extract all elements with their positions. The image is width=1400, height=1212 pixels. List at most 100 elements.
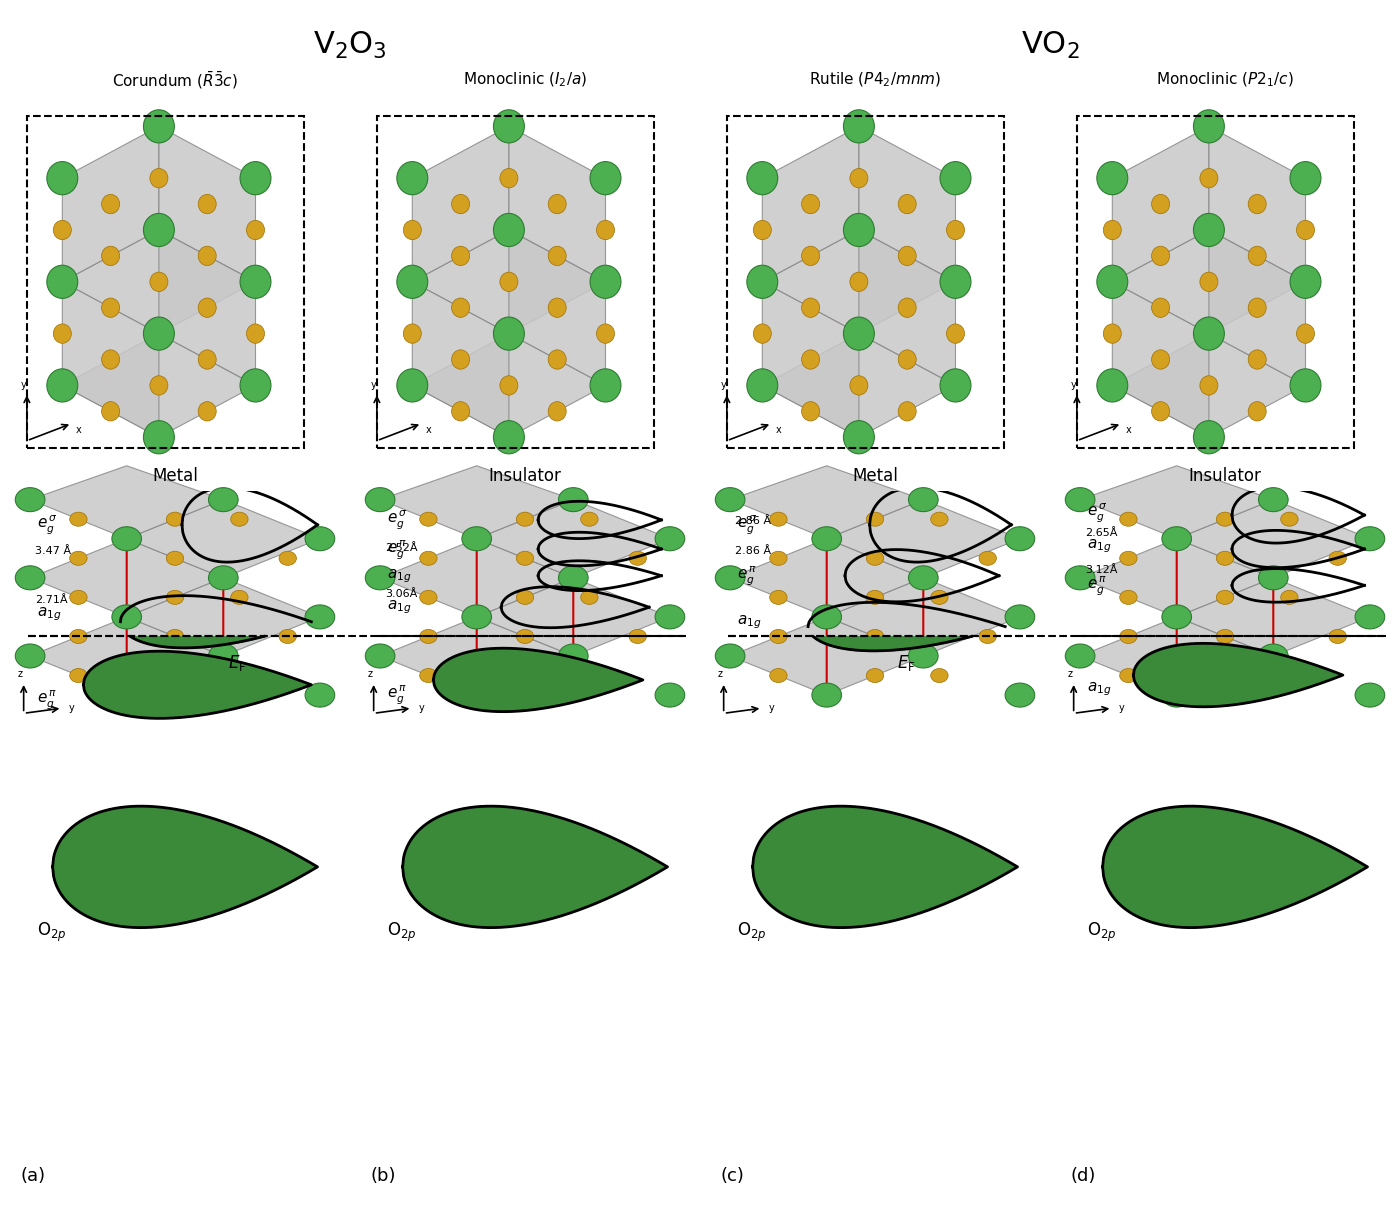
Circle shape — [1120, 551, 1137, 565]
Polygon shape — [53, 806, 318, 927]
Text: $a_{1g}$: $a_{1g}$ — [38, 606, 62, 623]
Circle shape — [899, 298, 916, 318]
Circle shape — [931, 669, 948, 682]
Text: $a_{1g}$: $a_{1g}$ — [1088, 538, 1112, 555]
Text: 2.86 Å: 2.86 Å — [735, 547, 771, 556]
Circle shape — [812, 527, 841, 550]
Circle shape — [70, 629, 87, 644]
Text: Corundum ($\bar{R}\bar{3}c$): Corundum ($\bar{R}\bar{3}c$) — [112, 70, 238, 91]
Circle shape — [1249, 246, 1266, 265]
Circle shape — [549, 298, 566, 318]
Circle shape — [1249, 350, 1266, 370]
Text: Insulator: Insulator — [1189, 467, 1261, 485]
Text: z: z — [17, 669, 22, 679]
Circle shape — [112, 684, 141, 707]
Circle shape — [150, 376, 168, 395]
Circle shape — [1152, 246, 1169, 265]
Text: y: y — [1071, 381, 1077, 390]
Circle shape — [581, 669, 598, 682]
Circle shape — [1200, 376, 1218, 395]
Circle shape — [46, 161, 78, 195]
Text: 3.12Å: 3.12Å — [1085, 565, 1117, 574]
Circle shape — [812, 684, 841, 707]
Circle shape — [246, 324, 265, 343]
Circle shape — [939, 265, 972, 298]
Circle shape — [946, 221, 965, 240]
Circle shape — [1005, 684, 1035, 707]
Circle shape — [15, 487, 45, 511]
Polygon shape — [412, 333, 605, 438]
Text: $e_g^{\,\pi}$: $e_g^{\,\pi}$ — [738, 565, 757, 587]
Polygon shape — [476, 578, 671, 656]
Circle shape — [1249, 194, 1266, 213]
Polygon shape — [381, 465, 574, 538]
Circle shape — [199, 350, 216, 370]
Text: 2.52Å: 2.52Å — [385, 543, 417, 553]
Circle shape — [53, 324, 71, 343]
Circle shape — [931, 590, 948, 605]
Polygon shape — [160, 126, 256, 282]
Text: $e_g^{\,\sigma}$: $e_g^{\,\sigma}$ — [1088, 502, 1107, 524]
Circle shape — [452, 246, 469, 265]
Polygon shape — [1081, 538, 1274, 617]
Circle shape — [70, 551, 87, 565]
Circle shape — [1120, 590, 1137, 605]
Circle shape — [559, 644, 588, 668]
Circle shape — [452, 194, 469, 213]
Polygon shape — [127, 578, 321, 656]
Polygon shape — [1112, 282, 1210, 438]
Circle shape — [843, 318, 875, 350]
Circle shape — [867, 669, 883, 682]
Polygon shape — [510, 230, 605, 385]
Circle shape — [1289, 368, 1322, 402]
Circle shape — [1103, 221, 1121, 240]
Polygon shape — [731, 538, 924, 617]
Circle shape — [770, 629, 787, 644]
Polygon shape — [1134, 644, 1343, 707]
Polygon shape — [858, 230, 955, 385]
Circle shape — [1200, 273, 1218, 291]
Circle shape — [199, 194, 216, 213]
Circle shape — [420, 629, 437, 644]
Circle shape — [770, 669, 787, 682]
Polygon shape — [826, 499, 1019, 578]
Polygon shape — [1112, 126, 1210, 282]
Circle shape — [770, 590, 787, 605]
Text: x: x — [776, 425, 781, 435]
Circle shape — [1065, 566, 1095, 590]
Circle shape — [231, 590, 248, 605]
Text: Metal: Metal — [853, 467, 897, 485]
Circle shape — [420, 551, 437, 565]
Polygon shape — [510, 126, 605, 282]
Text: Monoclinic ($I_2/a$): Monoclinic ($I_2/a$) — [463, 70, 587, 88]
Text: 3.06Å: 3.06Å — [385, 589, 417, 599]
Circle shape — [167, 513, 183, 526]
Text: y: y — [371, 381, 377, 390]
Polygon shape — [63, 230, 256, 333]
Text: Monoclinic ($P2_1/c$): Monoclinic ($P2_1/c$) — [1156, 70, 1294, 88]
Polygon shape — [476, 499, 671, 578]
Circle shape — [1249, 401, 1266, 421]
Circle shape — [462, 605, 491, 629]
Circle shape — [1193, 421, 1225, 453]
Circle shape — [867, 513, 883, 526]
Circle shape — [396, 368, 428, 402]
Circle shape — [493, 318, 525, 350]
Text: $e_g^{\,\sigma}$: $e_g^{\,\sigma}$ — [738, 514, 757, 536]
Polygon shape — [63, 126, 160, 282]
Circle shape — [1096, 265, 1128, 298]
Polygon shape — [412, 126, 510, 282]
Circle shape — [559, 566, 588, 590]
Circle shape — [802, 350, 819, 370]
Circle shape — [1259, 566, 1288, 590]
Circle shape — [1329, 629, 1347, 644]
Text: $e_g^{\,\sigma}$: $e_g^{\,\sigma}$ — [38, 514, 57, 536]
Circle shape — [1289, 161, 1322, 195]
Circle shape — [143, 421, 175, 453]
Polygon shape — [160, 230, 256, 385]
Circle shape — [462, 527, 491, 550]
Circle shape — [112, 527, 141, 550]
Polygon shape — [1112, 230, 1305, 333]
Circle shape — [239, 368, 272, 402]
Circle shape — [150, 273, 168, 291]
